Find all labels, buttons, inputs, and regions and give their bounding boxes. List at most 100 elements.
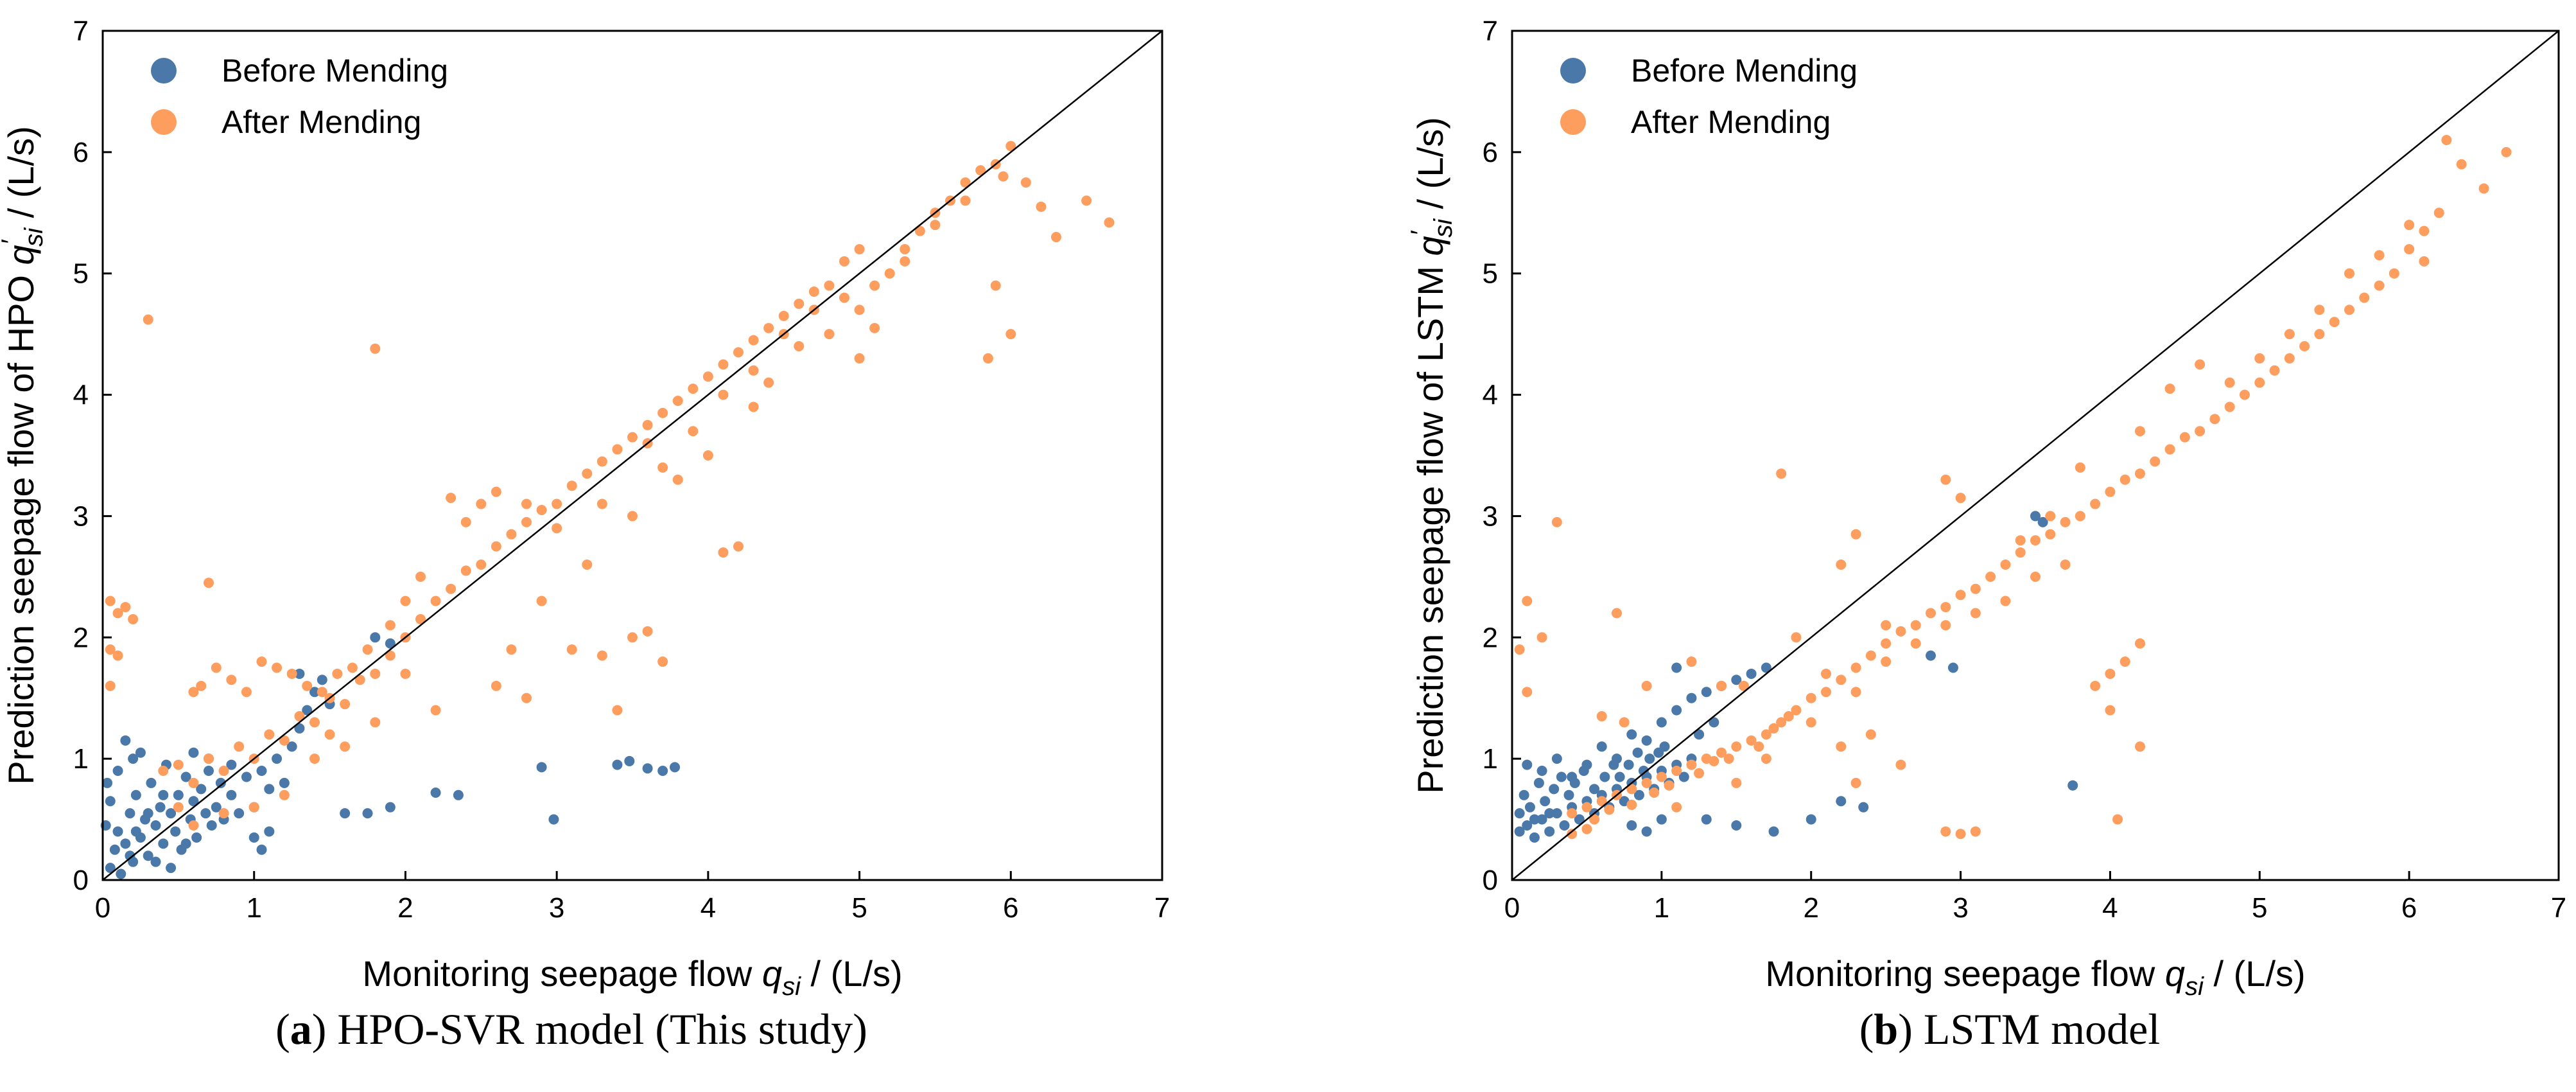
before-mending-point-69 (1614, 771, 1625, 782)
after-mending-point-73 (1716, 680, 1727, 691)
after-mending-point-30 (2015, 547, 2026, 558)
x-tick-label-3: 3 (549, 892, 564, 924)
after-mending-point-90 (2105, 668, 2116, 679)
after-mending-point-112 (1761, 753, 1771, 764)
after-mending-point-27 (1970, 583, 1981, 594)
before-mending-point-28 (211, 802, 222, 813)
x-tick-label-7: 7 (2551, 892, 2566, 924)
after-mending-point-8 (1686, 759, 1697, 770)
before-mending-point-46 (112, 766, 123, 777)
before-mending-point-62 (1556, 771, 1567, 782)
after-mending-point-23 (506, 529, 517, 540)
x-axis-label-subscript: si (782, 973, 801, 1001)
after-mending-point-5 (234, 741, 245, 752)
caption-text: LSTM model (1913, 1005, 2160, 1053)
caption-letter: a (290, 1005, 312, 1053)
caption-text: HPO-SVR model (This study) (326, 1005, 867, 1053)
after-mending-point-66 (370, 343, 381, 354)
after-mending-point-99 (824, 329, 835, 340)
legend-label-before-mending: Before Mending (222, 53, 448, 89)
after-mending-point-20 (1865, 650, 1876, 661)
before-mending-point-14 (158, 838, 169, 849)
after-mending-point-32 (642, 419, 653, 430)
y-axis-label-subscript: si (20, 227, 48, 247)
before-mending-point-47 (105, 796, 116, 807)
after-mending-point-122 (2060, 559, 2071, 570)
before-mending-point-52 (135, 747, 146, 758)
before-mending-point-33 (1656, 717, 1667, 728)
before-mending-point-69 (657, 766, 668, 777)
x-axis-label-main: Monitoring seepage flow (1765, 953, 2165, 994)
before-mending-point-41 (1671, 662, 1682, 673)
legend-marker-after-mending (1560, 109, 1586, 135)
after-mending-point-92 (2135, 638, 2145, 649)
before-mending-point-75 (1659, 741, 1670, 752)
after-mending-point-112 (188, 687, 199, 698)
before-mending-point-16 (166, 808, 177, 819)
y-axis-label-subscript: si (1429, 218, 1458, 238)
after-mending-point-138 (839, 256, 849, 267)
after-mending-point-96 (2015, 535, 2026, 546)
after-mending-point-2 (188, 777, 199, 788)
before-mending-point-68 (642, 763, 653, 774)
after-mending-point-77 (1836, 559, 1847, 570)
before-mending-point-45 (1701, 814, 1712, 825)
x-tick-label-2: 2 (1803, 892, 1818, 924)
before-mending-point-32 (1641, 735, 1652, 746)
y-tick-label-3: 3 (1483, 500, 1498, 532)
after-mending-point-41 (2179, 432, 2190, 443)
before-mending-point-64 (1569, 777, 1580, 788)
after-mending-point-113 (1806, 717, 1816, 728)
after-mending-point-8 (279, 735, 290, 746)
x-axis-label-variable: q (2165, 953, 2185, 994)
after-mending-point-105 (128, 613, 139, 624)
after-mending-point-120 (332, 668, 343, 679)
y-axis-label-prime: ′ (1406, 230, 1434, 236)
after-mending-point-67 (476, 498, 487, 509)
after-mending-point-4 (218, 766, 229, 777)
after-mending-point-92 (733, 541, 744, 552)
after-mending-point-12 (1746, 735, 1757, 746)
after-mending-point-79 (491, 680, 501, 691)
reference-line-y-equals-x (1511, 30, 2559, 881)
before-mending-point-73 (188, 747, 199, 758)
after-mending-point-32 (2045, 529, 2056, 540)
after-mending-point-86 (279, 789, 290, 800)
after-mending-point-35 (2090, 498, 2101, 509)
y-tick-label-6: 6 (1483, 137, 1498, 168)
before-mending-point-49 (1836, 796, 1847, 807)
legend: Before Mending After Mending (1560, 53, 1858, 140)
after-mending-point-89 (2090, 680, 2101, 691)
after-mending-point-55 (2389, 268, 2399, 279)
after-mending-point-24 (521, 516, 532, 527)
after-mending-point-129 (1664, 780, 1675, 791)
before-mending-point-18 (173, 789, 184, 800)
after-mending-point-75 (1776, 468, 1787, 479)
after-mending-point-25 (1940, 602, 1951, 613)
before-mending-point-55 (180, 838, 191, 849)
after-mending-point-76 (1791, 632, 1802, 643)
after-mending-point-133 (1754, 741, 1764, 752)
before-mending-point-57 (256, 844, 267, 855)
before-mending-point-58 (264, 826, 275, 837)
after-mending-point-36 (2105, 486, 2116, 497)
y-tick-label-0: 0 (1483, 865, 1498, 896)
after-mending-point-49 (900, 243, 910, 254)
legend-marker-before-mending (1560, 58, 1586, 84)
before-mending-point-16 (1633, 789, 1644, 800)
after-mending-point-2 (1596, 796, 1607, 807)
before-mending-point-55 (2067, 780, 2078, 791)
series-before-mending (100, 632, 680, 879)
after-mending-point-42 (2195, 426, 2206, 437)
after-mending-point-100 (854, 353, 865, 364)
after-mending-point-56 (1005, 141, 1016, 152)
before-mending-point-40 (294, 723, 305, 734)
after-mending-point-100 (2164, 383, 2175, 394)
after-mending-point-13 (354, 674, 365, 685)
after-mending-point-106 (105, 644, 116, 655)
after-mending-point-127 (1626, 799, 1637, 810)
after-mending-point-126 (1604, 804, 1615, 815)
after-mending-point-6 (1656, 771, 1667, 782)
after-mending-point-135 (1783, 711, 1794, 722)
after-mending-point-104 (2284, 329, 2295, 340)
